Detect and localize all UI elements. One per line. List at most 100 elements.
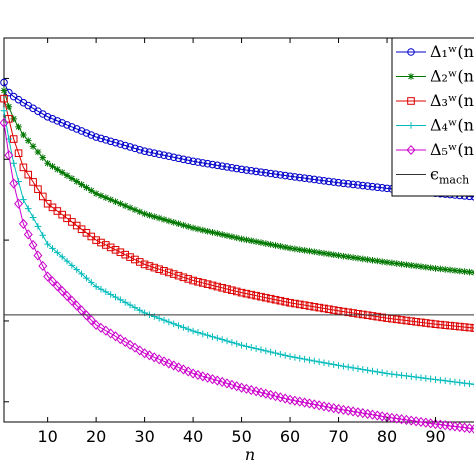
series-1-point bbox=[232, 164, 241, 173]
series-3-point bbox=[160, 267, 168, 275]
series-4-point bbox=[461, 379, 468, 387]
series-1-point bbox=[179, 155, 188, 164]
x-axis-ticks: 10 20 30 40 50 60 70 80 90 bbox=[4, 38, 446, 446]
series-3-point bbox=[14, 149, 23, 157]
series-2-point bbox=[29, 143, 37, 150]
legend-label: Δ₂ʷ(n bbox=[430, 67, 474, 86]
series-3-point bbox=[97, 238, 105, 247]
series-1-point bbox=[339, 179, 348, 188]
series-2-point bbox=[141, 210, 148, 218]
series-3-point bbox=[455, 322, 464, 331]
series-2-point bbox=[466, 268, 473, 276]
series-1-point bbox=[223, 163, 231, 171]
series-1-point bbox=[329, 178, 338, 186]
legend-label: Δ₃ʷ(n bbox=[430, 91, 474, 110]
series-2-point bbox=[330, 251, 337, 259]
series-4-point bbox=[247, 344, 255, 351]
series-2-point bbox=[364, 256, 371, 263]
series-5-point bbox=[217, 376, 227, 388]
series-2-point bbox=[412, 262, 420, 270]
series-1-point bbox=[368, 182, 377, 191]
series-3-point bbox=[286, 298, 294, 307]
x-tick-label: 10 bbox=[37, 427, 57, 446]
series-4-point bbox=[180, 324, 187, 331]
series-4-point bbox=[63, 257, 71, 265]
series-4-point bbox=[364, 366, 371, 374]
series-4-point bbox=[155, 315, 163, 322]
series-1-point bbox=[271, 170, 280, 178]
legend-label: Δ₅ʷ(n bbox=[430, 140, 474, 159]
series-3-point bbox=[0, 94, 8, 103]
series-4-point bbox=[233, 340, 241, 348]
series-2-point bbox=[427, 264, 434, 272]
series-2-point bbox=[194, 225, 202, 233]
series-1-point bbox=[334, 178, 343, 187]
series-4-point bbox=[325, 360, 333, 367]
series-1-point bbox=[383, 184, 391, 193]
series-4-point bbox=[267, 348, 274, 356]
series-1-point bbox=[106, 137, 115, 146]
series-4-point bbox=[349, 364, 357, 372]
series-3-point bbox=[305, 302, 314, 310]
series-2-point bbox=[257, 239, 265, 246]
series-3-point bbox=[121, 250, 130, 259]
series-5-point bbox=[81, 310, 91, 321]
series-2-point bbox=[39, 154, 47, 161]
series-5-point bbox=[222, 378, 232, 389]
series-4-point bbox=[422, 375, 430, 382]
series-2-point bbox=[117, 200, 124, 208]
series-4-point bbox=[0, 107, 8, 115]
series-3-point bbox=[325, 305, 333, 314]
series-2-point bbox=[121, 202, 129, 210]
series-5-point bbox=[43, 271, 53, 282]
series-2-point bbox=[34, 148, 42, 156]
series-1-point bbox=[140, 147, 149, 155]
series-1-point bbox=[262, 169, 270, 177]
series-4-point bbox=[446, 378, 454, 385]
series-4-point bbox=[281, 352, 289, 359]
series-2-point bbox=[107, 196, 114, 203]
series-3-point bbox=[237, 288, 246, 297]
series-5-point bbox=[57, 285, 67, 297]
series-1-point bbox=[87, 131, 96, 139]
series-3-point bbox=[441, 321, 450, 329]
series-4-point bbox=[257, 346, 265, 354]
series-4-point bbox=[151, 313, 158, 320]
series-2-point bbox=[92, 190, 100, 197]
series-4-point bbox=[112, 293, 119, 301]
series-5-point bbox=[174, 362, 184, 373]
series-4-point bbox=[126, 301, 134, 309]
series-3-point bbox=[174, 271, 183, 280]
series-4-point bbox=[20, 196, 27, 203]
series-1-point bbox=[247, 166, 256, 175]
series-5-point bbox=[469, 424, 474, 434]
series-4-point bbox=[311, 357, 318, 365]
series-2-point bbox=[335, 252, 342, 259]
series-1-point bbox=[198, 159, 207, 167]
series-3-point bbox=[436, 320, 445, 329]
series-2-point bbox=[267, 241, 274, 248]
series-4-point bbox=[320, 359, 328, 367]
series-1-point bbox=[53, 117, 62, 125]
series-4-point bbox=[10, 160, 17, 167]
series-3-point bbox=[460, 323, 469, 331]
series-2-point bbox=[151, 213, 158, 220]
series-2-point bbox=[446, 266, 454, 274]
series-4-point bbox=[243, 343, 250, 350]
series-2-point bbox=[165, 217, 173, 225]
series-5-point bbox=[9, 178, 19, 189]
series-5-point bbox=[149, 352, 159, 363]
series-2-point bbox=[233, 234, 241, 242]
series-1-point bbox=[470, 192, 474, 201]
series-4-point bbox=[252, 345, 260, 352]
series-2-point bbox=[354, 254, 362, 262]
series-1-point bbox=[213, 161, 222, 170]
x-tick-label: 50 bbox=[231, 427, 251, 446]
series-4-point bbox=[427, 375, 434, 383]
series-5-point bbox=[212, 375, 222, 386]
series-3-point bbox=[368, 312, 377, 320]
series-2 bbox=[0, 87, 474, 276]
series-5-point bbox=[178, 364, 188, 375]
series-2-point bbox=[344, 253, 352, 261]
